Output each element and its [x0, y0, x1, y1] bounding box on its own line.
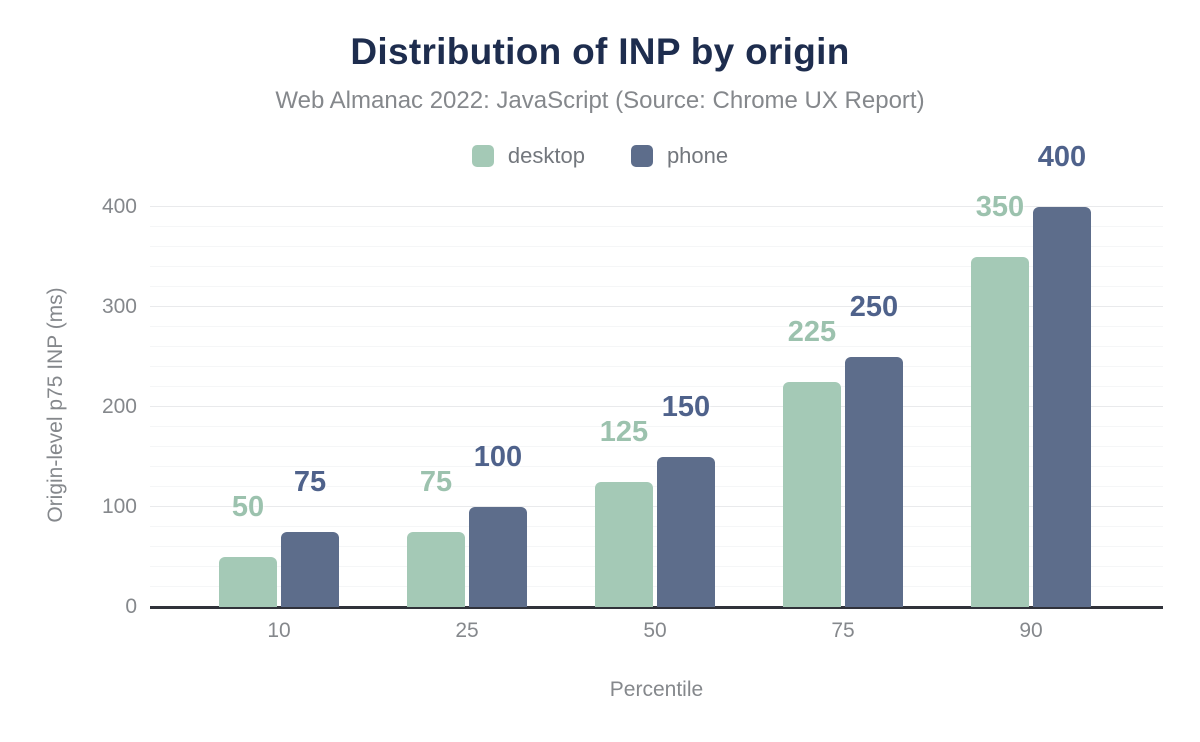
x-tick-10: 10 — [267, 619, 291, 642]
chart-subtitle: Web Almanac 2022: JavaScript (Source: Ch… — [275, 87, 925, 114]
bar-desktop-p75 — [783, 382, 841, 607]
x-axis-line — [150, 606, 1163, 609]
gridline-280 — [150, 326, 1163, 327]
bar-desktop-p10 — [219, 557, 277, 607]
bar-value-phone-p25: 100 — [473, 441, 523, 473]
y-tick-400: 400 — [101, 195, 137, 218]
x-axis-title: Percentile — [609, 678, 704, 701]
y-tick-0: 0 — [125, 595, 137, 618]
bar-value-desktop-p90: 350 — [975, 191, 1025, 223]
gridline-160 — [150, 446, 1163, 447]
gridline-140 — [150, 466, 1163, 467]
gridline-320 — [150, 286, 1163, 287]
gridline-200 — [150, 406, 1163, 407]
bar-value-desktop-p10: 50 — [231, 491, 265, 523]
plot-area: 50 75 75 100 125 150 225 250 350 400 — [150, 141, 1163, 609]
legend-swatch-phone — [630, 145, 653, 167]
bar-phone-p10 — [281, 532, 339, 607]
x-tick-25: 25 — [455, 619, 479, 642]
gridline-380 — [150, 226, 1163, 227]
bar-desktop-p90 — [971, 257, 1029, 607]
chart-title: Distribution of INP by origin — [350, 31, 850, 72]
x-tick-90: 90 — [1019, 619, 1043, 642]
legend-swatch-desktop — [471, 145, 494, 167]
gridline-220 — [150, 386, 1163, 387]
bar-phone-p25 — [469, 507, 527, 607]
gridline-80 — [150, 526, 1163, 527]
legend-label-desktop: desktop — [507, 143, 585, 168]
bar-phone-p75 — [845, 357, 903, 607]
bar-value-desktop-p25: 75 — [419, 466, 453, 498]
legend-label-phone: phone — [666, 143, 729, 168]
bar-value-desktop-p75: 225 — [787, 316, 837, 348]
bar-value-phone-p75: 250 — [849, 291, 899, 323]
legend-item-phone: phone — [630, 143, 729, 169]
bar-value-phone-p10: 75 — [293, 466, 327, 498]
bar-phone-p50 — [657, 457, 715, 607]
y-tick-300: 300 — [101, 295, 137, 318]
bar-desktop-p50 — [595, 482, 653, 607]
bar-value-desktop-p50: 125 — [599, 416, 649, 448]
y-tick-100: 100 — [101, 495, 137, 518]
gridline-40 — [150, 566, 1163, 567]
gridline-400 — [150, 206, 1163, 207]
gridline-180 — [150, 426, 1163, 427]
gridline-60 — [150, 546, 1163, 547]
bar-value-phone-p90: 400 — [1037, 141, 1087, 173]
gridline-120 — [150, 486, 1163, 487]
legend: desktop phone — [0, 143, 1200, 169]
legend-item-desktop: desktop — [471, 143, 585, 169]
gridline-240 — [150, 366, 1163, 367]
gridline-260 — [150, 346, 1163, 347]
x-tick-50: 50 — [643, 619, 667, 642]
y-tick-200: 200 — [101, 395, 137, 418]
gridline-360 — [150, 246, 1163, 247]
bar-phone-p90 — [1033, 207, 1091, 607]
x-tick-75: 75 — [831, 619, 855, 642]
gridline-100 — [150, 506, 1163, 507]
gridline-20 — [150, 586, 1163, 587]
bar-value-phone-p50: 150 — [661, 391, 711, 423]
gridline-340 — [150, 266, 1163, 267]
bar-desktop-p25 — [407, 532, 465, 607]
gridline-300 — [150, 306, 1163, 307]
